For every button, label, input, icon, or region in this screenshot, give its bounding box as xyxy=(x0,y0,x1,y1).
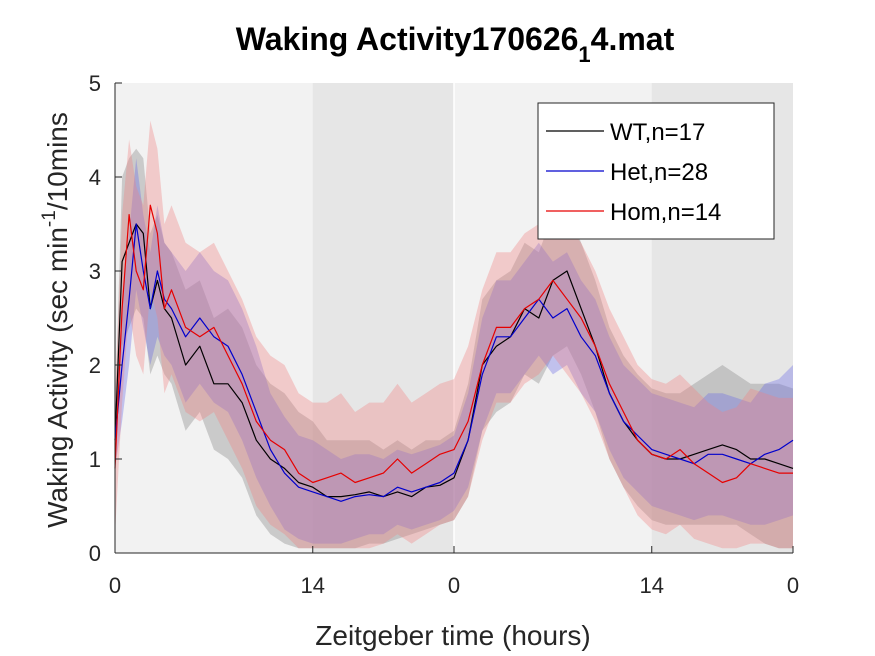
line-series-3 xyxy=(114,204,793,484)
band-series-2 xyxy=(115,158,793,544)
y-tick-label: 5 xyxy=(89,71,101,96)
legend: WT,n=17 Het,n=28 Hom,n=14 xyxy=(537,102,775,240)
x-tick-label: 14 xyxy=(640,573,664,598)
x-axis-label: Zeitgeber time (hours) xyxy=(315,620,590,651)
legend-entry-3: Hom,n=14 xyxy=(610,199,721,226)
y-axis-label-suffix: /10mins xyxy=(42,112,73,210)
legend-entry-2: Het,n=28 xyxy=(610,159,708,186)
x-tick-label: 14 xyxy=(301,573,325,598)
band-series-3 xyxy=(115,120,793,549)
y-axis-label-main: Waking Activity (sec min xyxy=(42,227,73,528)
chart-title-suffix: 4.mat xyxy=(591,21,675,57)
chart-title-subscript: 1 xyxy=(578,42,590,67)
y-axis-label: Waking Activity (sec min-1/10mins xyxy=(39,112,73,528)
y-tick-label: 2 xyxy=(89,353,101,378)
confidence-bands xyxy=(115,120,793,549)
y-axis-label-superscript: -1 xyxy=(39,210,60,227)
y-tick-label: 0 xyxy=(89,541,101,566)
y-tick-label: 1 xyxy=(89,447,101,472)
x-tick-label: 0 xyxy=(448,573,460,598)
chart-title: Waking Activity17062614.mat xyxy=(236,21,675,67)
x-tick-label: 0 xyxy=(109,573,121,598)
y-tick-label: 3 xyxy=(89,259,101,284)
chart-title-main: Waking Activity170626 xyxy=(236,21,579,57)
x-tick-label: 0 xyxy=(787,573,799,598)
series-lines xyxy=(114,204,794,502)
y-tick-label: 4 xyxy=(89,165,101,190)
band-series-1 xyxy=(115,148,793,549)
legend-entry-1: WT,n=17 xyxy=(610,119,705,146)
